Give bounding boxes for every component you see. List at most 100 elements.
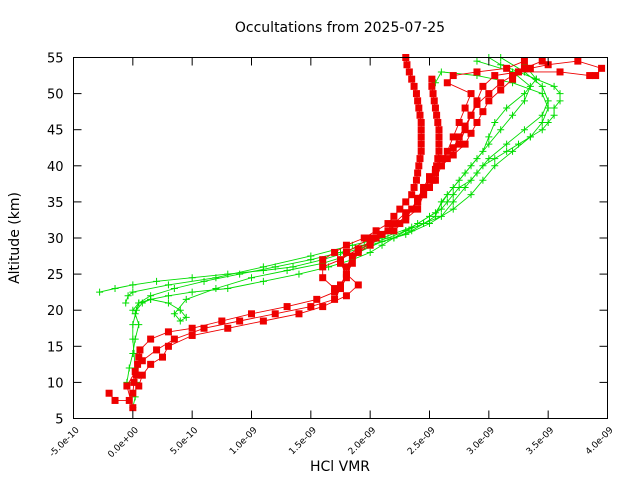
data-point-square [433,162,441,170]
data-point-plus [449,191,457,199]
data-point-square [319,303,327,311]
data-point-square [435,126,443,134]
data-point-plus [449,205,457,213]
data-point-plus [443,191,451,199]
data-point-square [123,382,131,390]
data-point-plus [170,310,178,318]
data-point-plus [520,97,528,105]
data-point-square [434,118,442,126]
data-point-plus [283,266,291,274]
data-point-plus [147,295,155,303]
data-point-square [130,378,138,386]
data-point-plus [538,90,546,98]
data-point-square [503,64,511,72]
y-tick-label: 35 [47,196,64,211]
y-tick-label: 25 [47,268,64,283]
data-point-plus [200,277,208,285]
data-point-square [414,194,422,202]
data-point-plus [135,299,143,307]
data-point-square [164,342,172,350]
data-point-square [538,57,546,65]
data-point-plus [131,310,139,318]
data-point-square [153,346,161,354]
data-point-plus [135,321,143,329]
data-point-square [331,285,339,293]
data-point-square [337,281,344,289]
data-point-plus [164,299,172,307]
data-point-square [378,230,386,238]
data-point-square [147,360,155,368]
data-point-plus [509,147,517,155]
data-point-square [467,111,475,119]
data-point-square [372,227,380,235]
data-point-square [313,295,321,303]
data-point-plus [520,90,528,98]
data-point-square [429,176,437,184]
data-point-square [461,104,469,112]
data-point-plus [129,350,137,358]
data-point-square [396,220,404,228]
data-point-square [271,310,279,318]
series-line [99,60,531,293]
data-point-plus [532,75,540,83]
data-point-square [467,129,475,137]
data-point-square [491,72,499,80]
data-point-plus [129,321,137,329]
data-point-square [136,346,144,354]
data-point-square [283,303,291,311]
data-point-square [414,169,422,177]
data-point-square [410,82,418,90]
data-point-square [428,75,436,83]
data-point-plus [402,230,410,238]
data-point-plus [538,118,546,126]
data-point-square [449,144,457,152]
data-point-square [188,324,196,332]
data-point-plus [449,198,457,206]
data-point-plus [455,183,463,191]
data-point-square [574,57,582,65]
data-point-square [366,234,374,242]
y-tick-label: 5 [55,413,63,428]
data-point-square [188,331,196,339]
data-point-square [592,72,600,80]
data-point-square [461,140,469,148]
data-point-square [342,270,350,278]
data-point-square [384,220,392,228]
data-point-plus [307,252,315,260]
data-point-plus [479,147,487,155]
data-point-plus [556,90,564,98]
data-point-square [354,281,362,289]
data-point-square [485,97,493,105]
data-point-square [408,191,416,199]
data-point-plus [96,288,104,296]
data-point-square [420,187,428,195]
data-point-square [416,155,424,163]
data-point-square [473,68,481,76]
data-point-square [408,205,416,213]
data-point-plus [431,79,439,87]
data-point-plus [467,191,475,199]
data-point-square [430,97,438,105]
data-point-square [342,248,350,256]
data-point-plus [503,104,511,112]
data-point-plus [455,176,463,184]
data-point-plus [212,274,220,282]
data-point-square [390,227,398,235]
data-point-square [520,57,528,65]
y-tick-label: 30 [47,232,64,247]
data-point-square [416,111,424,119]
y-axis-label: Altitude (km) [7,192,23,284]
data-point-square [431,169,439,177]
data-point-plus [550,82,558,90]
data-point-plus [485,133,493,141]
data-point-square [138,371,146,379]
data-point-square [164,328,172,336]
data-point-plus [497,126,505,134]
data-point-plus [212,285,220,293]
data-point-square [331,248,339,256]
data-point-square [331,288,339,296]
data-point-square [360,234,368,242]
series-red-profile-2 [123,68,594,412]
data-point-plus [188,288,196,296]
